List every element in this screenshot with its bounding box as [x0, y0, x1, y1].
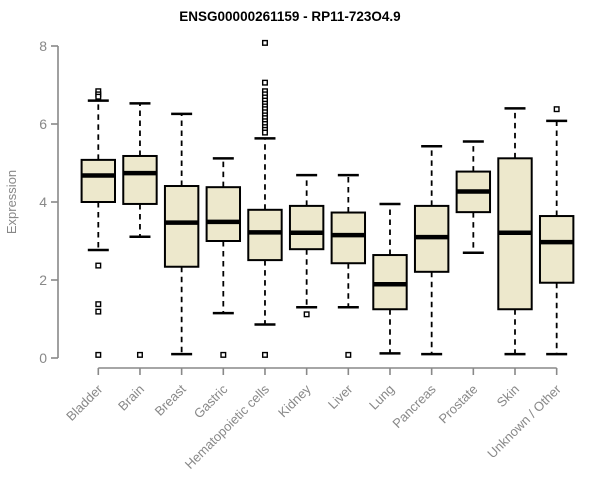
boxplot-pancreas	[413, 144, 450, 356]
outlier-point	[261, 79, 268, 86]
iqr-box	[122, 154, 158, 205]
category-label-breast: Breast	[152, 381, 189, 418]
outlier-point	[95, 262, 102, 269]
boxplot-brain	[122, 102, 158, 358]
outlier-point	[345, 351, 352, 358]
boxplot-liver	[330, 173, 367, 358]
boxplot-breast	[163, 112, 200, 356]
boxplots	[80, 39, 575, 358]
outlier-point	[261, 129, 268, 136]
boxplot-kidney	[288, 173, 325, 318]
y-tick-label: 8	[39, 38, 47, 54]
iqr-box	[247, 208, 283, 262]
category-label-lung: Lung	[366, 382, 397, 413]
outlier-point	[95, 308, 102, 315]
category-label-bladder: Bladder	[63, 381, 106, 424]
outlier-point	[95, 351, 102, 358]
outlier-point	[136, 351, 143, 358]
iqr-box	[205, 186, 242, 242]
outlier-point	[261, 39, 268, 46]
boxplot-bladder	[80, 88, 116, 358]
category-label-unknown-other: Unknown / Other	[484, 381, 564, 461]
boxplot-gastric	[205, 157, 242, 358]
iqr-box	[288, 204, 325, 251]
boxplot-lung	[372, 202, 408, 355]
y-tick-label: 6	[39, 116, 47, 132]
y-tick-label: 0	[39, 350, 47, 366]
category-label-prostate: Prostate	[436, 382, 481, 427]
outlier-point	[220, 351, 227, 358]
boxplot-prostate	[455, 140, 492, 254]
outlier-point	[95, 301, 102, 308]
boxplot-hematopoietic-cells	[247, 39, 283, 358]
outlier-point	[303, 311, 310, 318]
boxplot-skin	[497, 107, 533, 356]
y-axis-label: Expression	[4, 170, 19, 234]
category-label-brain: Brain	[115, 382, 147, 414]
category-label-skin: Skin	[494, 382, 522, 410]
outlier-point	[553, 106, 560, 113]
category-label-pancreas: Pancreas	[389, 381, 439, 431]
outlier-point	[261, 351, 268, 358]
category-label-kidney: Kidney	[275, 381, 314, 420]
iqr-box	[538, 215, 575, 284]
chart-title: ENSG00000261159 - RP11-723O4.9	[179, 9, 400, 24]
boxplot-unknown-other	[538, 106, 575, 356]
category-label-gastric: Gastric	[191, 381, 231, 421]
iqr-box	[163, 185, 200, 268]
category-label-liver: Liver	[325, 381, 356, 412]
y-tick-label: 4	[39, 194, 47, 210]
iqr-box	[80, 158, 116, 204]
y-tick-label: 2	[39, 272, 47, 288]
outlier-point	[95, 93, 102, 100]
iqr-box	[330, 211, 367, 265]
